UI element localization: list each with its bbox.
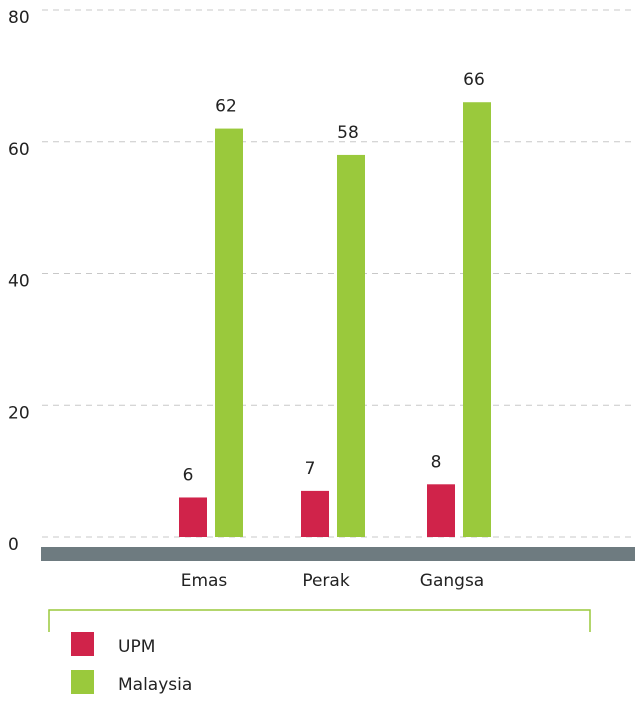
y-tick-label: 80 xyxy=(8,8,30,28)
x-tick-label: Perak xyxy=(302,571,350,591)
data-label: 58 xyxy=(337,123,359,143)
legend-swatch xyxy=(71,670,94,694)
legend-bracket xyxy=(48,609,591,632)
y-tick-label: 60 xyxy=(8,140,30,160)
bar xyxy=(427,484,455,537)
x-tick-label: Gangsa xyxy=(420,571,484,591)
bar xyxy=(215,128,243,537)
bar xyxy=(337,154,365,538)
legend-label: Malaysia xyxy=(118,675,192,695)
legend-label: UPM xyxy=(118,637,155,657)
data-label: 8 xyxy=(431,452,442,472)
bar xyxy=(179,497,207,537)
y-tick-label: 40 xyxy=(8,272,30,292)
data-label: 6 xyxy=(183,465,194,485)
bar xyxy=(463,102,491,537)
y-tick-label: 0 xyxy=(8,535,19,555)
data-label: 66 xyxy=(463,70,485,90)
data-label: 62 xyxy=(215,97,237,117)
x-axis-bar xyxy=(41,547,635,561)
x-tick-label: Emas xyxy=(181,571,228,591)
data-label: 7 xyxy=(305,459,316,479)
bar xyxy=(301,490,329,537)
y-tick-label: 20 xyxy=(8,403,30,423)
legend-swatch xyxy=(71,632,94,656)
